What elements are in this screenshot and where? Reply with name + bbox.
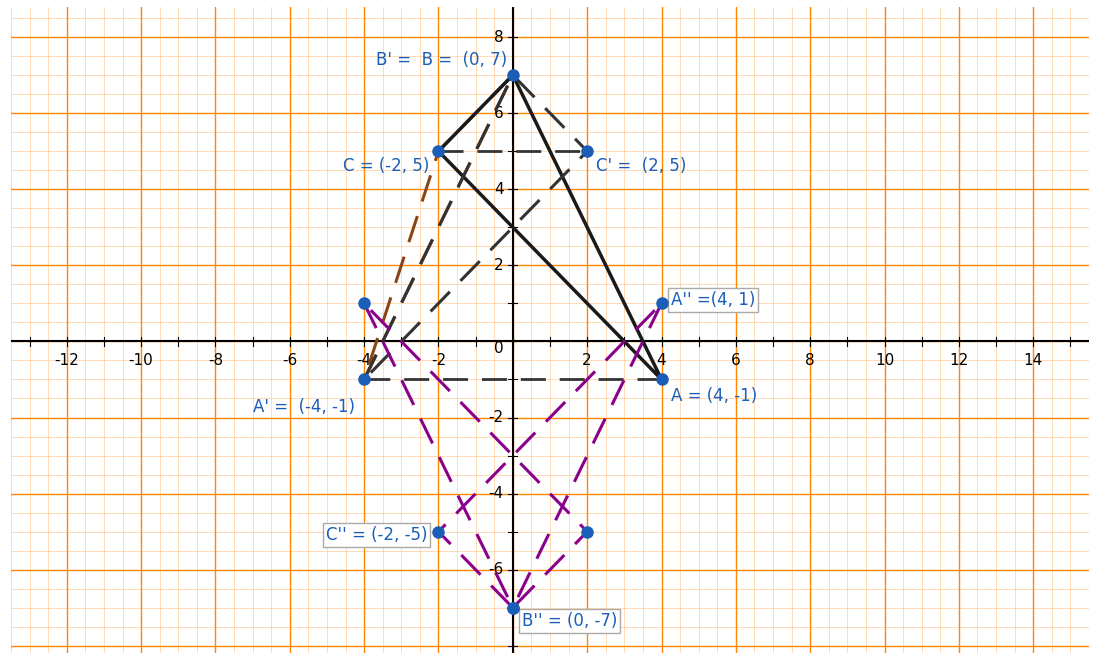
Text: A'' =(4, 1): A'' =(4, 1) (671, 290, 756, 309)
Text: 6: 6 (494, 106, 504, 121)
Text: -2: -2 (488, 410, 504, 425)
Text: A' =  (-4, -1): A' = (-4, -1) (253, 399, 355, 416)
Text: 8: 8 (494, 30, 504, 44)
Text: 0: 0 (494, 341, 504, 356)
Text: B'' = (0, -7): B'' = (0, -7) (522, 612, 617, 630)
Text: 2: 2 (494, 258, 504, 273)
Text: B' =  B =  (0, 7): B' = B = (0, 7) (376, 51, 507, 69)
Text: C' =  (2, 5): C' = (2, 5) (596, 157, 686, 175)
Text: -6: -6 (283, 353, 297, 368)
Text: -2: -2 (431, 353, 446, 368)
Text: A = (4, -1): A = (4, -1) (671, 387, 757, 405)
Text: 8: 8 (805, 353, 815, 368)
Text: 10: 10 (874, 353, 894, 368)
Text: 6: 6 (732, 353, 740, 368)
Text: -4: -4 (356, 353, 372, 368)
Text: 12: 12 (949, 353, 968, 368)
Text: C = (-2, 5): C = (-2, 5) (343, 157, 429, 175)
Text: -6: -6 (488, 562, 504, 578)
Text: -8: -8 (208, 353, 223, 368)
Text: 2: 2 (582, 353, 592, 368)
Text: 4: 4 (657, 353, 667, 368)
Text: 14: 14 (1024, 353, 1043, 368)
Text: -10: -10 (129, 353, 154, 368)
Text: 4: 4 (494, 182, 504, 197)
Text: C'' = (-2, -5): C'' = (-2, -5) (326, 526, 427, 544)
Text: -4: -4 (488, 486, 504, 501)
Text: -12: -12 (54, 353, 79, 368)
